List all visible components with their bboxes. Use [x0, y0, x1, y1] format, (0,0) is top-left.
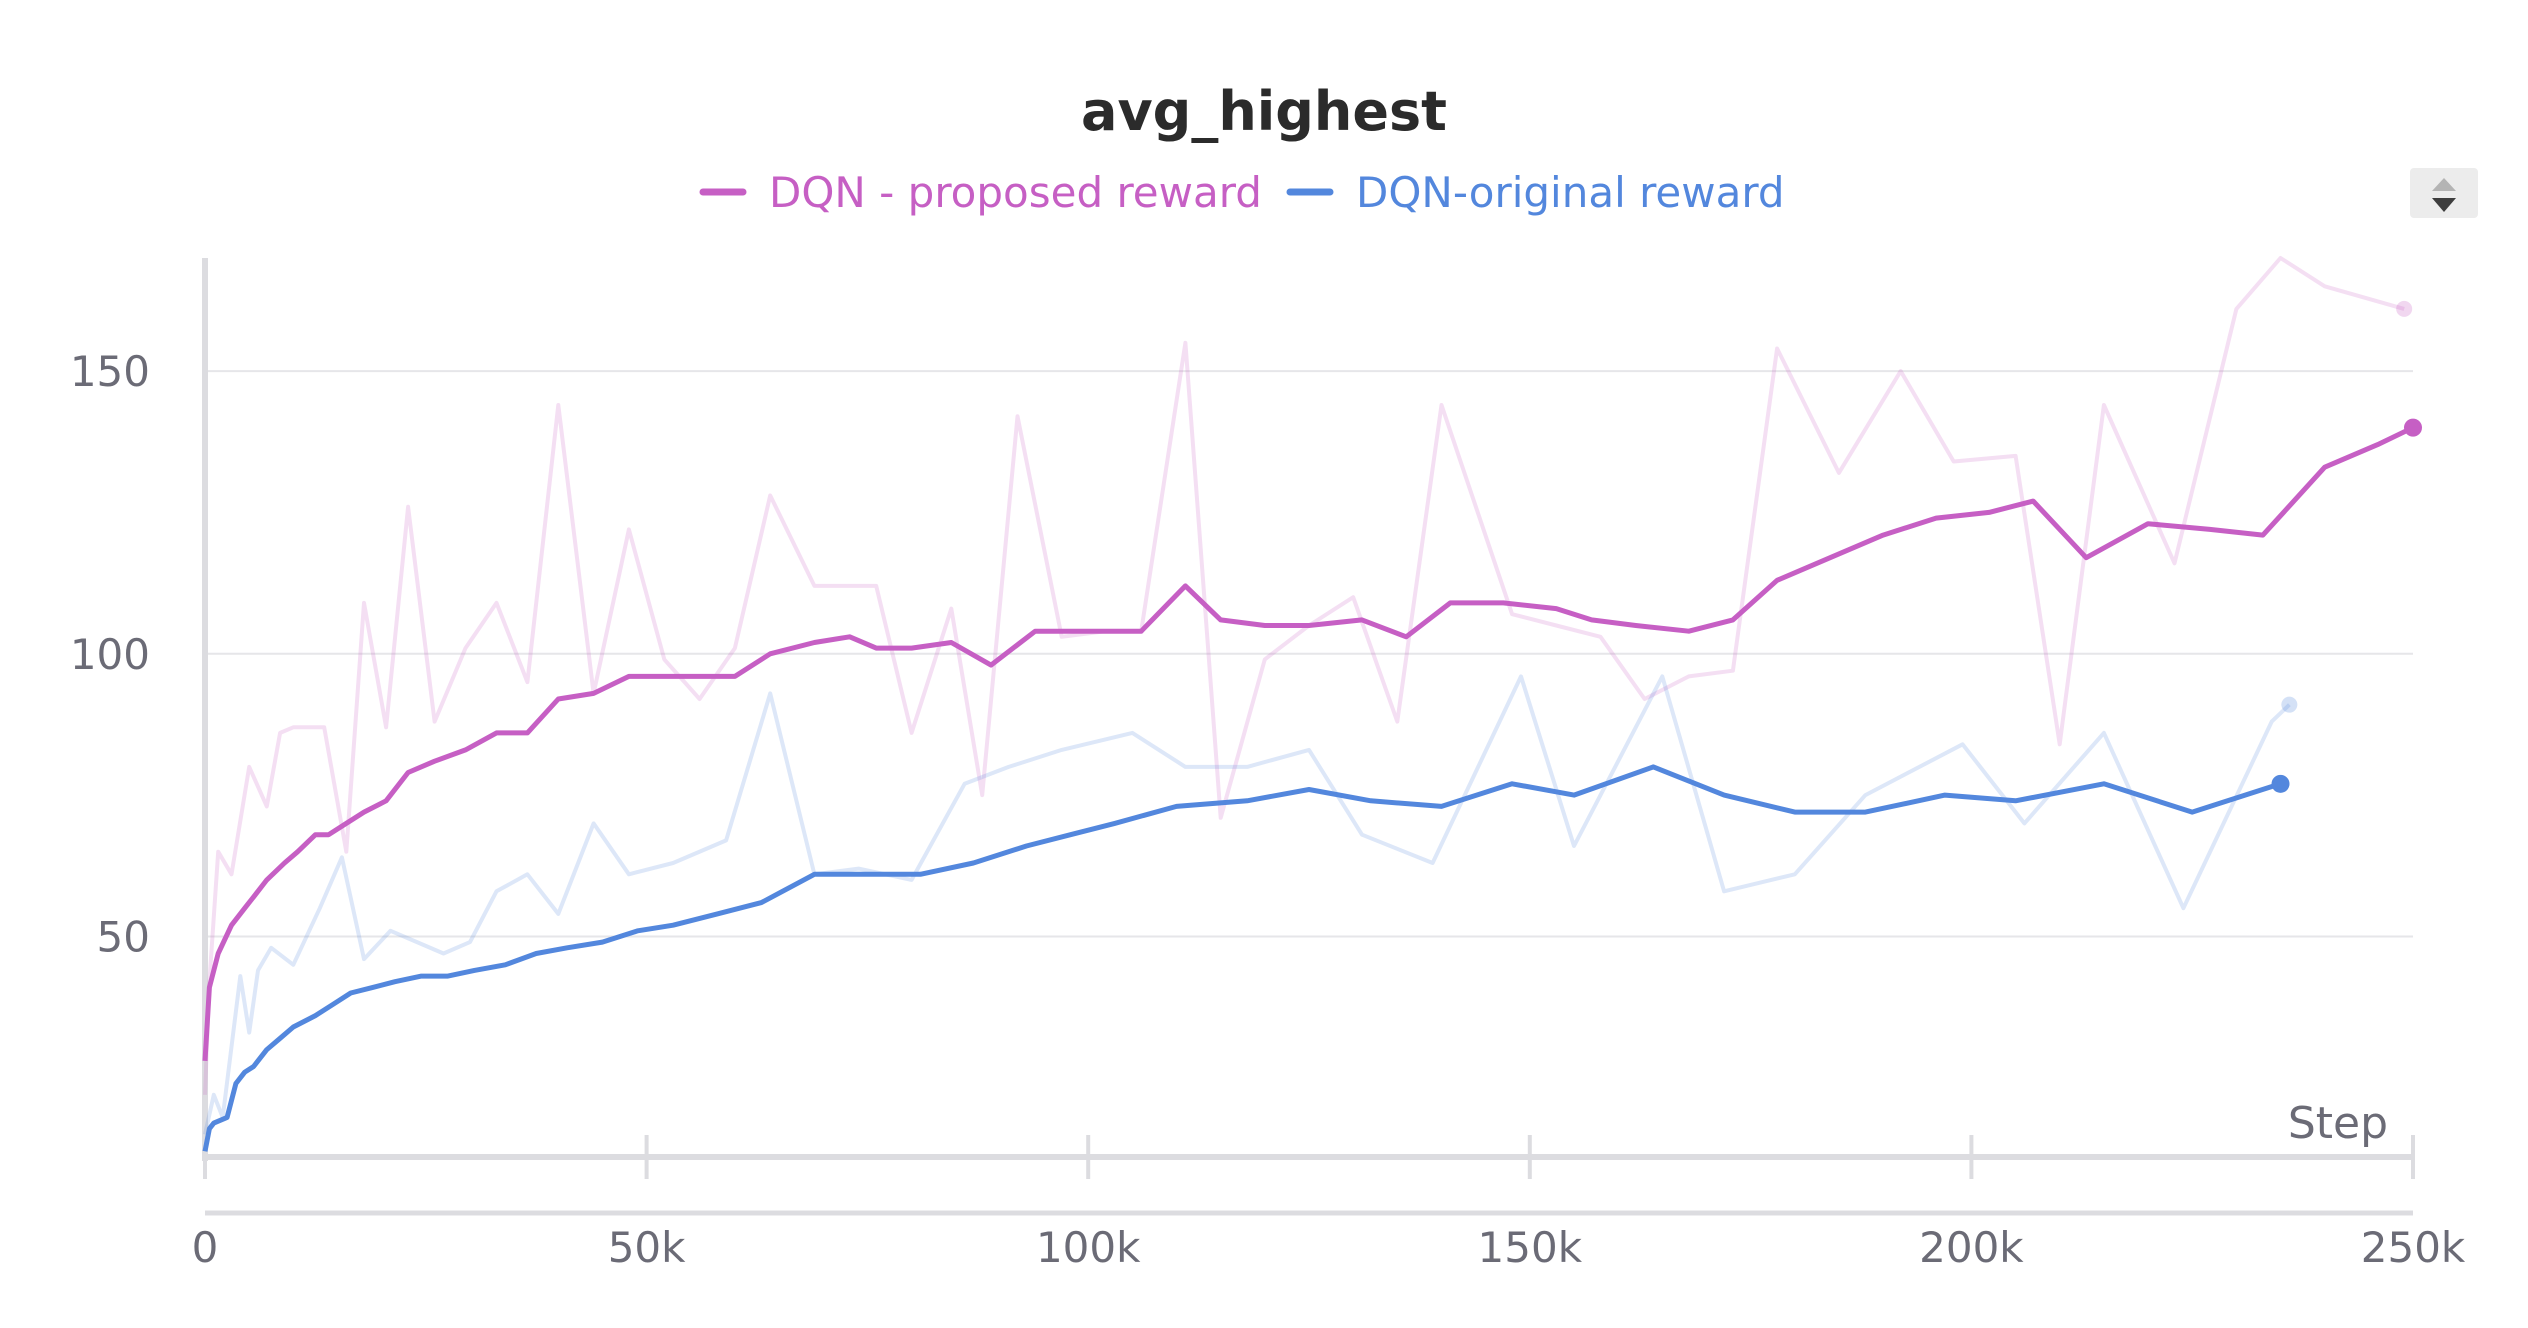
x-tick-label: 50k: [608, 1223, 686, 1272]
grid: [205, 370, 2413, 938]
chevron-down-icon: [2432, 198, 2456, 212]
x-axis-label: Step: [2288, 1098, 2388, 1149]
x-tick-label: 150k: [1478, 1223, 1583, 1272]
tick-labels: 50 100 150 0 50k 100k 150k 200k 250k: [70, 347, 2466, 1272]
legend-scroll-background: [2410, 168, 2478, 218]
series-1: [202, 256, 2422, 1095]
legend: DQN - proposed reward DQN-original reward: [699, 168, 1785, 217]
y-tick-label: 150: [70, 347, 150, 396]
plot-area: [202, 256, 2422, 1152]
chevron-up-icon: [2432, 178, 2456, 191]
series-2: [202, 674, 2298, 1152]
legend-label: DQN - proposed reward: [769, 168, 1262, 217]
x-tick-label: 200k: [1919, 1223, 2024, 1272]
series-1-end-point: [2404, 418, 2422, 437]
series-1-raw-end-point: [2396, 300, 2413, 317]
x-tick-label: 250k: [2361, 1223, 2466, 1272]
legend-item-2[interactable]: DQN-original reward: [1286, 168, 1785, 217]
legend-item-1[interactable]: DQN - proposed reward: [699, 168, 1262, 217]
legend-label: DQN-original reward: [1356, 168, 1785, 217]
x-tick-label: 0: [192, 1223, 219, 1272]
series-2-end-point: [2271, 774, 2290, 793]
series-1-raw-line: [203, 256, 2405, 1095]
chart-title: avg_highest: [1081, 80, 1447, 143]
x-tick-label: 100k: [1036, 1223, 1141, 1272]
y-tick-label: 50: [97, 912, 150, 961]
axes: [202, 258, 2415, 1216]
series-1-smoothed-line[interactable]: [202, 425, 2415, 1062]
y-tick-label: 100: [70, 630, 150, 679]
series-2-raw-end-point: [2281, 696, 2298, 713]
series-2-raw-line: [203, 674, 2291, 1135]
series-2-smoothed-line[interactable]: [202, 764, 2282, 1152]
legend-scroll-button[interactable]: [2410, 168, 2478, 218]
